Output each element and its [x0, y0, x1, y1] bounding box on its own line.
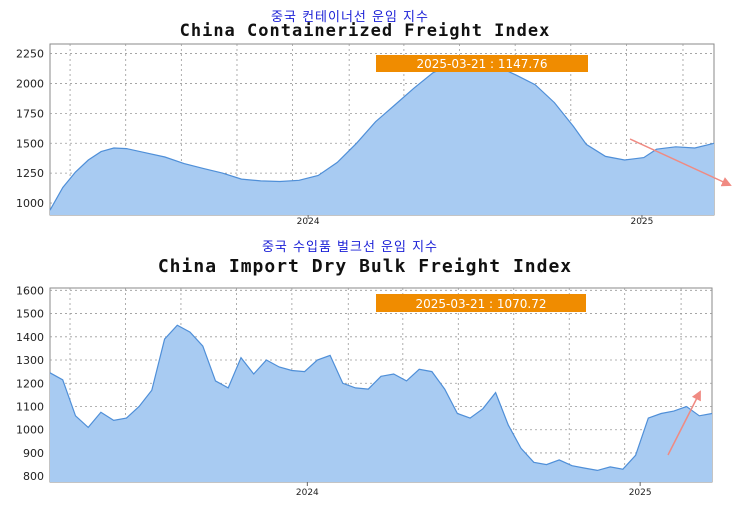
data-point	[660, 413, 662, 415]
data-point	[164, 338, 166, 340]
y-tick-label: 800	[23, 470, 44, 483]
data-point	[533, 461, 535, 463]
data-point	[355, 387, 357, 389]
latest-value-badge-text: 2025-03-21 : 1070.72	[415, 297, 546, 311]
y-tick-label: 1750	[16, 107, 44, 120]
data-point	[698, 415, 700, 417]
trend-arrow	[667, 390, 701, 456]
data-point	[444, 388, 446, 390]
data-point	[240, 357, 242, 359]
y-tick-label: 1100	[16, 400, 44, 413]
data-point	[329, 354, 331, 356]
data-point	[189, 331, 191, 333]
data-point	[304, 371, 306, 373]
series-area-1	[50, 325, 712, 482]
data-point	[380, 375, 382, 377]
series-area-0	[50, 61, 714, 216]
data-point	[495, 392, 497, 394]
data-point	[138, 406, 140, 408]
series-line-0	[49, 61, 715, 211]
data-point	[571, 465, 573, 467]
containerized-freight-chart: 1000 1250 1500 1750 2000 2250 2024 2025 2025-03-…	[16, 43, 732, 227]
data-point	[265, 359, 267, 361]
data-point	[482, 408, 484, 410]
data-point	[291, 370, 293, 372]
data-point	[202, 345, 204, 347]
data-point	[456, 413, 458, 415]
latest-value-badge	[376, 294, 586, 312]
data-point	[393, 373, 395, 375]
data-point	[278, 366, 280, 368]
data-point	[215, 380, 217, 382]
data-point	[686, 406, 688, 408]
y-tick-label: 1400	[16, 331, 44, 344]
y-tick-label: 1600	[16, 284, 44, 297]
data-point	[113, 419, 115, 421]
chart2-title: China Import Dry Bulk Freight Index	[157, 256, 573, 277]
y-tick-label: 900	[23, 447, 44, 460]
data-point	[609, 466, 611, 468]
y-tick-label: 1000	[16, 424, 44, 437]
series-line-1	[49, 324, 713, 472]
data-point	[635, 454, 637, 456]
data-point	[75, 415, 77, 417]
y-tick-label: 2250	[16, 48, 44, 61]
data-point	[520, 447, 522, 449]
data-point	[316, 359, 318, 361]
data-point	[176, 324, 178, 326]
data-point	[431, 371, 433, 373]
data-point	[711, 413, 713, 415]
chart1-korean-title: 중국 컨테이너선 운임 지수	[271, 10, 429, 25]
data-point	[596, 469, 598, 471]
x-tick-label: 2025	[630, 217, 653, 227]
y-tick-label: 1500	[16, 308, 44, 321]
latest-value-badge	[376, 55, 588, 72]
y-tick-label: 1000	[16, 197, 44, 210]
data-point	[418, 368, 420, 370]
latest-value-badge-text: 2025-03-21 : 1147.76	[416, 57, 547, 71]
data-point	[622, 468, 624, 470]
data-point	[87, 426, 89, 428]
data-point	[100, 411, 102, 413]
data-point	[227, 387, 229, 389]
x-tick-label: 2024	[297, 217, 320, 227]
chart2-korean-title: 중국 수입품 벌크선 운임 지수	[261, 240, 439, 255]
data-point	[507, 424, 509, 426]
y-tick-label: 1300	[16, 354, 44, 367]
data-point	[62, 379, 64, 381]
data-point	[469, 417, 471, 419]
data-point	[673, 410, 675, 412]
trend-arrow	[629, 138, 732, 187]
data-point	[342, 382, 344, 384]
data-point	[367, 388, 369, 390]
data-point	[584, 467, 586, 469]
x-tick-label: 2024	[296, 488, 319, 498]
data-point	[546, 464, 548, 466]
y-tick-label: 1500	[16, 137, 44, 150]
y-tick-label: 1200	[16, 377, 44, 390]
data-point	[151, 389, 153, 391]
data-point	[49, 372, 51, 374]
data-point	[647, 417, 649, 419]
data-point	[558, 459, 560, 461]
y-tick-label: 2000	[16, 77, 44, 90]
data-point	[406, 380, 408, 382]
data-point	[253, 373, 255, 375]
x-tick-label: 2025	[629, 488, 652, 498]
chart1-title: China Containerized Freight Index	[179, 21, 551, 41]
y-tick-label: 1250	[16, 167, 44, 180]
data-point	[125, 417, 127, 419]
